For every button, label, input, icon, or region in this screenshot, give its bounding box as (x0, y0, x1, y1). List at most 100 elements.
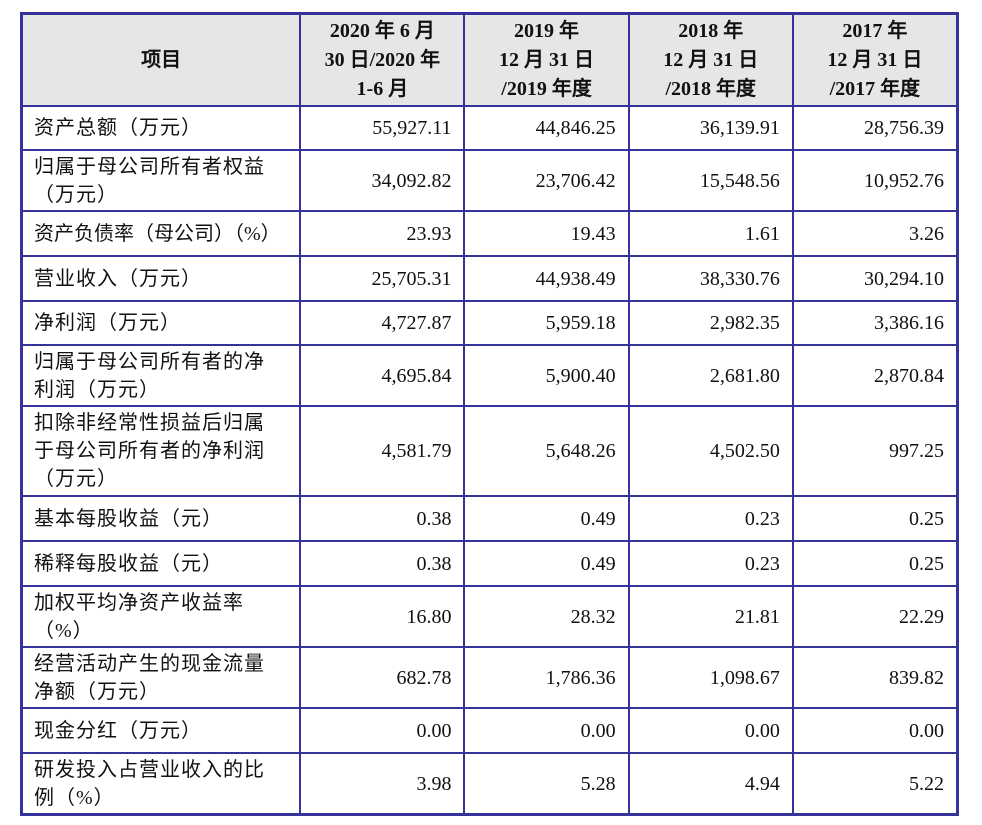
header-line: 2017 年 (842, 19, 908, 42)
cell-2018: 36,139.91 (627, 105, 794, 151)
header-line: 30 日/2020 年 (324, 48, 441, 71)
cell-2019: 19.43 (463, 210, 630, 257)
table-body: 资产总额（万元） 55,927.11 44,846.25 36,139.91 2… (20, 105, 959, 816)
header-2017: 2017 年 12 月 31 日 /2017 年度 (791, 12, 959, 107)
cell-2018: 38,330.76 (627, 255, 794, 302)
header-2018: 2018 年 12 月 31 日 /2018 年度 (627, 12, 794, 107)
table-header: 项目 2020 年 6 月 30 日/2020 年 1-6 月 2019 年 1… (20, 12, 959, 107)
cell-2017: 997.25 (791, 405, 959, 497)
row-label-line: 净利润（万元） (34, 312, 181, 334)
cell-2017: 0.25 (791, 540, 959, 587)
row-label-line: （万元） (34, 468, 118, 490)
row-label-line: 现金分红（万元） (34, 719, 202, 742)
financial-summary-table: 项目 2020 年 6 月 30 日/2020 年 1-6 月 2019 年 1… (20, 12, 959, 816)
cell-2018: 0.23 (627, 495, 794, 542)
row-label: 稀释每股收益（元） (20, 540, 302, 587)
table-row: 研发投入占营业收入的比 例（%） 3.98 5.28 4.94 5.22 (20, 752, 959, 816)
cell-2019: 5,959.18 (463, 300, 630, 346)
row-label-line: 加权平均净资产收益率 (34, 591, 244, 614)
row-label-line: 稀释每股收益（元） (34, 552, 223, 575)
cell-2020h1: 23.93 (299, 210, 466, 257)
row-label: 营业收入（万元） (20, 255, 302, 302)
row-label: 资产负债率（母公司）（%） (20, 210, 302, 257)
row-label-line: 扣除非经常性损益后归属 (34, 412, 265, 434)
header-2020h1: 2020 年 6 月 30 日/2020 年 1-6 月 (299, 12, 466, 107)
row-label: 净利润（万元） (20, 300, 302, 346)
row-label-line: 基本每股收益（元） (34, 507, 223, 530)
cell-2017: 0.00 (791, 707, 959, 754)
row-label: 研发投入占营业收入的比 例（%） (20, 752, 302, 816)
cell-2020h1: 0.38 (299, 495, 466, 542)
table-row: 稀释每股收益（元） 0.38 0.49 0.23 0.25 (20, 540, 959, 587)
cell-2020h1: 25,705.31 (299, 255, 466, 302)
cell-2018: 2,982.35 (627, 300, 794, 346)
cell-2017: 5.22 (791, 752, 959, 816)
cell-2017: 3.26 (791, 210, 959, 257)
row-label-line: 经营活动产生的现金流量 (34, 652, 265, 675)
table-row: 归属于母公司所有者权益 （万元） 34,092.82 23,706.42 15,… (20, 149, 959, 212)
cell-2017: 22.29 (791, 585, 959, 648)
header-line: 2019 年 (514, 19, 580, 42)
table-row: 扣除非经常性损益后归属 于母公司所有者的净利润 （万元） 4,581.79 5,… (20, 405, 959, 497)
row-label-line: 资产负债率（母公司）（%） (34, 222, 281, 245)
header-line: /2019 年度 (501, 77, 592, 100)
table-row: 营业收入（万元） 25,705.31 44,938.49 38,330.76 3… (20, 255, 959, 302)
cell-2020h1: 682.78 (299, 646, 466, 709)
row-label-line: 净额（万元） (34, 680, 160, 703)
row-label-line: 归属于母公司所有者的净 (34, 350, 265, 373)
cell-2019: 1,786.36 (463, 646, 630, 709)
table-row: 现金分红（万元） 0.00 0.00 0.00 0.00 (20, 707, 959, 754)
cell-2018: 1,098.67 (627, 646, 794, 709)
table-row: 基本每股收益（元） 0.38 0.49 0.23 0.25 (20, 495, 959, 542)
table-row: 经营活动产生的现金流量 净额（万元） 682.78 1,786.36 1,098… (20, 646, 959, 709)
header-line: 2020 年 6 月 (329, 19, 435, 42)
row-label-line: （万元） (34, 183, 118, 206)
cell-2017: 0.25 (791, 495, 959, 542)
row-label: 经营活动产生的现金流量 净额（万元） (20, 646, 302, 709)
row-label: 基本每股收益（元） (20, 495, 302, 542)
header-line: 12 月 31 日 (499, 48, 595, 71)
row-label-line: 归属于母公司所有者权益 (34, 155, 265, 178)
cell-2017: 28,756.39 (791, 105, 959, 151)
cell-2019: 5.28 (463, 752, 630, 816)
header-line: 12 月 31 日 (663, 48, 759, 71)
cell-2017: 2,870.84 (791, 344, 959, 407)
row-label-line: 资产总额（万元） (34, 117, 202, 139)
cell-2018: 15,548.56 (627, 149, 794, 212)
header-line: /2017 年度 (829, 77, 921, 100)
row-label-line: 例（%） (34, 786, 115, 809)
cell-2019: 28.32 (463, 585, 630, 648)
row-label: 归属于母公司所有者的净 利润（万元） (20, 344, 302, 407)
cell-2018: 21.81 (627, 585, 794, 648)
row-label-line: 于母公司所有者的净利润 (34, 440, 265, 462)
cell-2020h1: 0.38 (299, 540, 466, 587)
header-2019: 2019 年 12 月 31 日 /2019 年度 (463, 12, 630, 107)
cell-2018: 4.94 (627, 752, 794, 816)
cell-2020h1: 4,727.87 (299, 300, 466, 346)
header-line: 12 月 31 日 (827, 48, 923, 71)
cell-2018: 1.61 (627, 210, 794, 257)
row-label: 扣除非经常性损益后归属 于母公司所有者的净利润 （万元） (20, 405, 302, 497)
cell-2019: 5,648.26 (463, 405, 630, 497)
header-line: 1-6 月 (356, 77, 409, 100)
row-label: 归属于母公司所有者权益 （万元） (20, 149, 302, 212)
table-row: 资产负债率（母公司）（%） 23.93 19.43 1.61 3.26 (20, 210, 959, 257)
table-row: 资产总额（万元） 55,927.11 44,846.25 36,139.91 2… (20, 105, 959, 151)
header-item-label: 项目 (141, 48, 182, 71)
cell-2018: 4,502.50 (627, 405, 794, 497)
table-row: 归属于母公司所有者的净 利润（万元） 4,695.84 5,900.40 2,6… (20, 344, 959, 407)
row-label-line: 利润（万元） (34, 378, 160, 401)
cell-2019: 23,706.42 (463, 149, 630, 212)
cell-2018: 0.23 (627, 540, 794, 587)
row-label: 现金分红（万元） (20, 707, 302, 754)
cell-2020h1: 16.80 (299, 585, 466, 648)
cell-2017: 10,952.76 (791, 149, 959, 212)
cell-2019: 0.49 (463, 495, 630, 542)
cell-2017: 839.82 (791, 646, 959, 709)
table-row: 净利润（万元） 4,727.87 5,959.18 2,982.35 3,386… (20, 300, 959, 346)
row-label: 资产总额（万元） (20, 105, 302, 151)
row-label: 加权平均净资产收益率 （%） (20, 585, 302, 648)
header-item: 项目 (20, 12, 302, 107)
cell-2018: 2,681.80 (627, 344, 794, 407)
cell-2019: 5,900.40 (463, 344, 630, 407)
